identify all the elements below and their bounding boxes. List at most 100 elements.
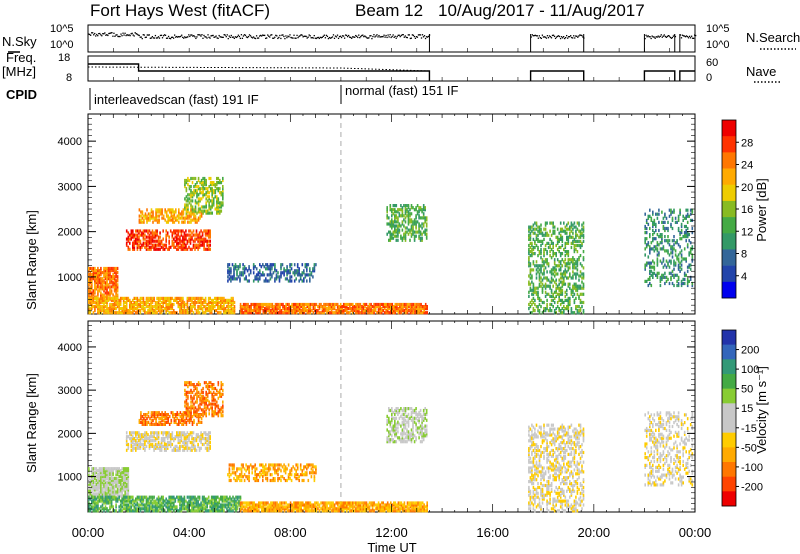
power-patch-6 xyxy=(239,302,428,315)
power-colorbar-tick-5: 8 xyxy=(741,249,747,261)
velocity-patch-6 xyxy=(239,501,428,513)
velocity-colorbar-swatch-8 xyxy=(722,447,736,463)
xtick-4: 16:00 xyxy=(476,525,509,540)
velocity-ytick-0: 4000 xyxy=(58,342,82,354)
velocity-cells xyxy=(88,381,694,513)
freq-label: Freq. xyxy=(6,50,36,65)
power-ytick-1: 3000 xyxy=(58,181,82,193)
velocity-colorbar-label: Velocity [m s⁻¹] xyxy=(754,366,769,454)
velocity-colorbar-swatch-10 xyxy=(722,476,736,492)
velocity-colorbar-swatch-11 xyxy=(722,491,736,507)
mode-1-label: interleavedscan (fast) 191 IF xyxy=(94,92,259,107)
velocity-colorbar-tick-5: -50 xyxy=(741,442,757,454)
power-colorbar-swatch-3 xyxy=(722,168,736,186)
power-ytick-2: 2000 xyxy=(58,227,82,239)
velocity-ytick-3: 1000 xyxy=(58,472,82,484)
power-colorbar-tick-6: 4 xyxy=(741,271,747,283)
power-colorbar-tick-4: 12 xyxy=(741,226,753,238)
nsky-segment-0 xyxy=(87,32,431,52)
cpid-label: CPID xyxy=(6,87,37,102)
power-colorbar: 28 24 20 16 12 8 4 xyxy=(721,119,753,299)
freq-tick-bottom: 8 xyxy=(66,72,72,84)
power-ytick-3: 1000 xyxy=(58,272,82,284)
ylabel-power: Slant Range [km] xyxy=(24,210,39,310)
nsearch-label: N.Search xyxy=(746,30,800,45)
power-colorbar-tick-3: 16 xyxy=(741,204,753,216)
power-colorbar-swatch-1 xyxy=(722,136,736,153)
mode-2-label: normal (fast) 151 IF xyxy=(345,83,458,98)
power-patch-4 xyxy=(184,176,224,215)
velocity-panel: 4000 3000 2000 1000 xyxy=(58,320,696,513)
nave-tick-bottom: 0 xyxy=(706,72,712,84)
power-colorbar-swatch-8 xyxy=(722,249,736,266)
xtick-0: 00:00 xyxy=(72,525,105,540)
velocity-patch-7 xyxy=(386,407,428,444)
velocity-colorbar-swatch-0 xyxy=(722,330,736,345)
velocity-colorbar-tick-0: 200 xyxy=(741,345,759,357)
nsky-segment-1 xyxy=(530,34,585,52)
power-patch-0 xyxy=(88,266,119,301)
power-colorbar-tick-2: 20 xyxy=(741,182,753,194)
cpid-band: interleavedscan (fast) 191 IF normal (fa… xyxy=(89,83,458,110)
velocity-ytick-1: 3000 xyxy=(58,385,82,397)
velocity-patch-4 xyxy=(184,381,224,418)
velocity-colorbar-tick-2: 50 xyxy=(741,384,753,396)
nsky-tick-top: 10^5 xyxy=(50,23,74,35)
power-colorbar-swatch-7 xyxy=(722,233,736,250)
power-colorbar-tick-0: 28 xyxy=(741,137,753,149)
nsearch-tick-bottom: 10^0 xyxy=(706,39,730,51)
power-patch-2 xyxy=(125,229,211,251)
velocity-colorbar-swatch-5 xyxy=(722,403,736,419)
nsky-panel xyxy=(87,24,696,53)
velocity-patch-3 xyxy=(138,411,203,426)
power-colorbar-swatch-6 xyxy=(722,217,736,234)
power-colorbar-swatch-2 xyxy=(722,152,736,169)
velocity-patch-5 xyxy=(227,463,317,483)
velocity-colorbar-tick-4: -15 xyxy=(741,423,757,435)
xlabel: Time UT xyxy=(367,540,416,554)
ylabel-velocity: Slant Range [km] xyxy=(24,373,39,473)
power-patch-3 xyxy=(138,208,203,224)
frequency-line xyxy=(88,63,695,81)
power-patch-9 xyxy=(644,208,694,288)
velocity-colorbar-tick-1: 100 xyxy=(741,364,759,376)
nsearch-tick-top: 10^5 xyxy=(706,23,730,35)
xtick-5: 20:00 xyxy=(578,525,611,540)
velocity-patch-2 xyxy=(125,431,211,452)
velocity-patch-0 xyxy=(88,467,130,500)
freq-unit: [MHz] xyxy=(2,64,36,79)
nave-label: Nave xyxy=(746,64,776,79)
velocity-patch-1 xyxy=(88,495,242,513)
power-panel: 4000 3000 2000 1000 xyxy=(58,113,696,315)
velocity-colorbar-tick-6: -100 xyxy=(741,462,763,474)
power-patch-8 xyxy=(528,221,585,315)
velocity-colorbar-tick-7: -200 xyxy=(741,481,763,493)
nave-line xyxy=(87,66,430,72)
velocity-patch-9 xyxy=(644,411,694,487)
velocity-patch-8 xyxy=(528,423,585,513)
velocity-colorbar-swatch-1 xyxy=(722,344,736,360)
nsky-label: N.Sky xyxy=(2,34,37,49)
power-colorbar-tick-1: 24 xyxy=(741,160,753,172)
power-colorbar-swatch-10 xyxy=(722,281,736,299)
freq-tick-top: 18 xyxy=(58,52,70,64)
power-patch-1 xyxy=(88,296,236,315)
velocity-colorbar-swatch-3 xyxy=(722,374,736,389)
velocity-colorbar-swatch-7 xyxy=(722,432,736,448)
nsky-tick-bottom: 10^0 xyxy=(50,39,74,51)
velocity-colorbar-swatch-6 xyxy=(722,418,736,433)
velocity-colorbar-swatch-4 xyxy=(722,388,736,404)
nsky-segment-3 xyxy=(679,34,697,52)
nsky-segment-2 xyxy=(643,34,677,52)
velocity-ytick-2: 2000 xyxy=(58,428,82,440)
xtick-1: 04:00 xyxy=(173,525,206,540)
radar-title: Fort Hays West (fitACF) xyxy=(90,1,270,20)
nave-tick-top: 60 xyxy=(706,57,718,69)
power-patch-5 xyxy=(227,263,317,283)
power-cells xyxy=(88,176,694,315)
power-colorbar-swatch-4 xyxy=(722,184,736,202)
velocity-colorbar-swatch-2 xyxy=(722,359,736,375)
xtick-6: 00:00 xyxy=(679,525,712,540)
power-ytick-0: 4000 xyxy=(58,136,82,148)
